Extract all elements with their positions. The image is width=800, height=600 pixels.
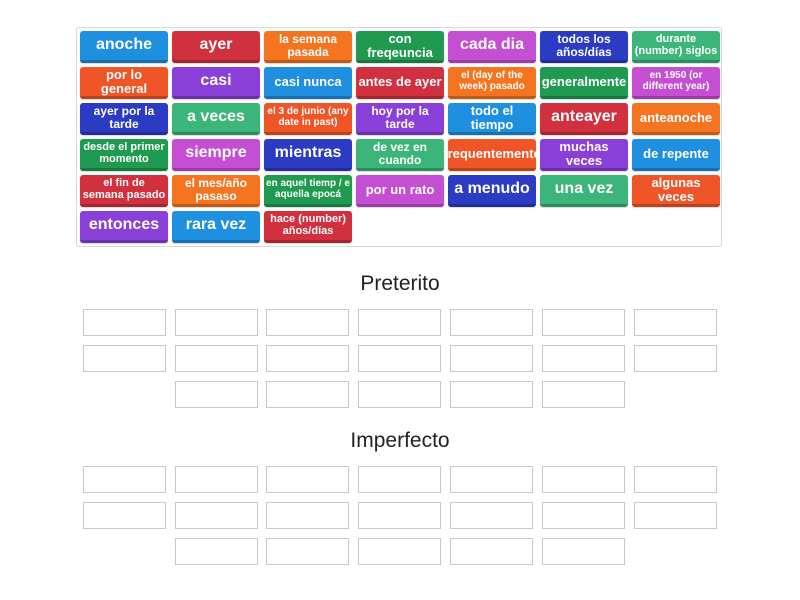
word-tile[interactable]: generalmente bbox=[540, 67, 628, 99]
drop-slot[interactable] bbox=[83, 502, 166, 529]
drop-slot[interactable] bbox=[634, 309, 717, 336]
word-tile[interactable]: todos los años/días bbox=[540, 31, 628, 63]
drop-slot[interactable] bbox=[358, 538, 441, 565]
word-tile[interactable]: ayer bbox=[172, 31, 260, 63]
drop-slot[interactable] bbox=[358, 466, 441, 493]
drop-slot[interactable] bbox=[634, 466, 717, 493]
drop-slot[interactable] bbox=[266, 502, 349, 529]
drop-slot[interactable] bbox=[175, 381, 258, 408]
drop-slot[interactable] bbox=[266, 309, 349, 336]
word-tile[interactable]: a menudo bbox=[448, 175, 536, 207]
word-tile[interactable]: mientras bbox=[264, 139, 352, 171]
word-tile[interactable]: siempre bbox=[172, 139, 260, 171]
word-tile[interactable]: en 1950 (or different year) bbox=[632, 67, 720, 99]
word-tile[interactable]: cada dia bbox=[448, 31, 536, 63]
drop-slot[interactable] bbox=[542, 381, 625, 408]
word-tile[interactable]: el 3 de junio (any date in past) bbox=[264, 103, 352, 135]
word-tile[interactable]: por un rato bbox=[356, 175, 444, 207]
drop-slot[interactable] bbox=[175, 345, 258, 372]
word-tile[interactable]: por lo general bbox=[80, 67, 168, 99]
drop-slot[interactable] bbox=[358, 381, 441, 408]
word-tile[interactable]: todo el tiempo bbox=[448, 103, 536, 135]
drop-slot[interactable] bbox=[450, 502, 533, 529]
drop-slot[interactable] bbox=[542, 466, 625, 493]
word-tile[interactable]: el mes/año pasaso bbox=[172, 175, 260, 207]
word-tile[interactable]: entonces bbox=[80, 211, 168, 243]
drop-slot[interactable] bbox=[450, 538, 533, 565]
drop-slot[interactable] bbox=[358, 345, 441, 372]
drop-slot[interactable] bbox=[634, 502, 717, 529]
word-tile[interactable]: el (day of the week) pasado bbox=[448, 67, 536, 99]
word-tile[interactable]: una vez bbox=[540, 175, 628, 207]
word-tile[interactable]: hace (number) años/días bbox=[264, 211, 352, 243]
drop-slot[interactable] bbox=[266, 345, 349, 372]
word-tile[interactable]: anoche bbox=[80, 31, 168, 63]
drop-slot[interactable] bbox=[175, 309, 258, 336]
word-tile[interactable]: anteanoche bbox=[632, 103, 720, 135]
drop-slot[interactable] bbox=[358, 502, 441, 529]
group-title: Preterito bbox=[360, 272, 440, 295]
word-tile[interactable]: durante (number) siglos bbox=[632, 31, 720, 63]
drop-slot[interactable] bbox=[542, 345, 625, 372]
word-tile[interactable]: a veces bbox=[172, 103, 260, 135]
tile-bank: anoche ayer la semana pasada con freqeuncia… bbox=[76, 27, 722, 247]
word-tile[interactable]: de repente bbox=[632, 139, 720, 171]
word-tile[interactable]: frequentemente bbox=[443, 139, 541, 171]
word-tile[interactable]: casi bbox=[172, 67, 260, 99]
drop-slot[interactable] bbox=[450, 309, 533, 336]
word-tile[interactable]: rara vez bbox=[172, 211, 260, 243]
word-tile[interactable]: con freqeuncia bbox=[356, 31, 444, 63]
drop-slot[interactable] bbox=[450, 466, 533, 493]
drop-slot[interactable] bbox=[542, 538, 625, 565]
drop-slot[interactable] bbox=[542, 502, 625, 529]
drop-slot[interactable] bbox=[450, 381, 533, 408]
word-tile[interactable]: hoy por la tarde bbox=[356, 103, 444, 135]
word-tile[interactable]: algunas veces bbox=[632, 175, 720, 207]
drop-slot[interactable] bbox=[266, 538, 349, 565]
drop-slot[interactable] bbox=[83, 345, 166, 372]
word-tile[interactable]: de vez en cuando bbox=[356, 139, 444, 171]
word-tile[interactable]: antes de ayer bbox=[356, 67, 444, 99]
drop-slot[interactable] bbox=[542, 309, 625, 336]
word-tile[interactable]: muchas veces bbox=[540, 139, 628, 171]
drop-slot[interactable] bbox=[634, 345, 717, 372]
word-tile[interactable]: ayer por la tarde bbox=[80, 103, 168, 135]
word-tile[interactable]: en aquel tiemp / e aquella epocá bbox=[264, 175, 352, 207]
drop-slot[interactable] bbox=[266, 466, 349, 493]
word-tile[interactable]: desde el primer momento bbox=[80, 139, 168, 171]
drop-slot[interactable] bbox=[83, 466, 166, 493]
drop-slot[interactable] bbox=[266, 381, 349, 408]
word-tile[interactable]: anteayer bbox=[540, 103, 628, 135]
word-tile[interactable]: casi nunca bbox=[264, 67, 352, 99]
drop-slot[interactable] bbox=[83, 309, 166, 336]
drop-slot[interactable] bbox=[175, 502, 258, 529]
drop-slot[interactable] bbox=[175, 466, 258, 493]
drop-slot[interactable] bbox=[450, 345, 533, 372]
word-tile[interactable]: el fin de semana pasado bbox=[80, 175, 168, 207]
drop-slot[interactable] bbox=[175, 538, 258, 565]
group-title: Imperfecto bbox=[350, 429, 450, 452]
drop-slot[interactable] bbox=[358, 309, 441, 336]
word-tile[interactable]: la semana pasada bbox=[264, 31, 352, 63]
